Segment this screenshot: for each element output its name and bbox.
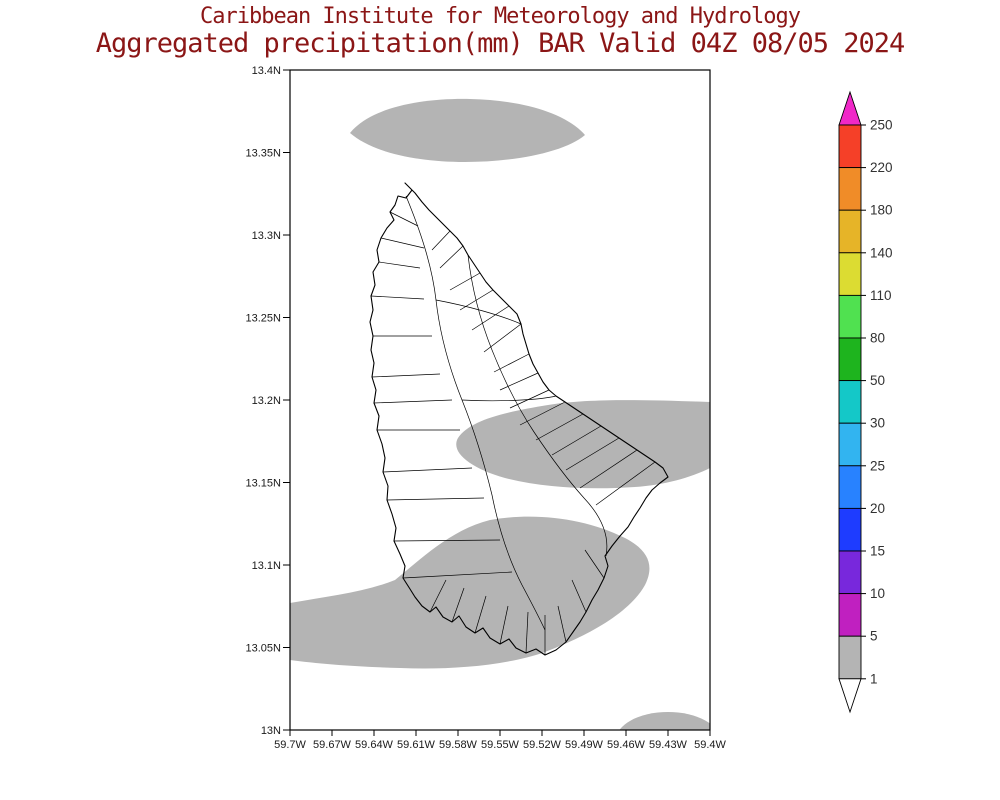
y-axis-label: 13.4N — [252, 65, 281, 77]
x-axis-label: 59.58W — [439, 739, 478, 751]
x-axis-label: 59.61W — [397, 739, 436, 751]
colorbar-label: 250 — [870, 118, 893, 133]
colorbar-segment — [838, 380, 862, 424]
colorbar-legend: 250 220 180 140 110 80 50 30 25 20 15 10 5 1 — [838, 90, 893, 714]
chart-title-line2: Aggregated precipitation(mm) BAR Valid 0… — [95, 28, 906, 59]
colorbar-label: 180 — [870, 203, 893, 218]
y-axis-label: 13.1N — [252, 560, 281, 572]
precip-shade-region-south-mass — [290, 516, 650, 669]
y-axis-label: 13.15N — [246, 478, 282, 490]
colorbar-label: 1 — [870, 671, 878, 686]
y-axis-label: 13.25N — [246, 313, 282, 325]
x-axis-label: 59.67W — [313, 739, 352, 751]
x-axis-label: 59.52W — [523, 739, 562, 751]
y-axis-label: 13.05N — [246, 643, 282, 655]
colorbar-label: 25 — [870, 458, 885, 473]
colorbar-arrow-top — [838, 90, 862, 126]
colorbar-segment — [838, 507, 862, 552]
colorbar-label: 30 — [870, 416, 885, 431]
precip-shade-layer — [290, 98, 710, 730]
precip-shade-region-southeast-corner — [619, 712, 710, 730]
colorbar-label: 80 — [870, 331, 885, 346]
x-axis-label: 59.55W — [481, 739, 520, 751]
colorbar-label: 10 — [870, 586, 885, 601]
colorbar-arrow-bottom — [838, 678, 862, 714]
y-axis-label: 13.35N — [246, 148, 282, 160]
watershed-boundaries — [370, 195, 656, 655]
colorbar-segment — [838, 422, 862, 467]
y-axis-label: 13N — [261, 725, 281, 737]
x-axis-label: 59.49W — [565, 739, 604, 751]
colorbar-label: 110 — [870, 288, 892, 303]
colorbar-segment — [838, 593, 862, 637]
colorbar-segment — [838, 550, 862, 595]
colorbar-segment — [838, 252, 862, 296]
colorbar-label: 50 — [870, 373, 885, 388]
colorbar-label: 140 — [870, 245, 893, 260]
colorbar-segment — [838, 167, 862, 211]
colorbar-label: 220 — [870, 160, 893, 175]
colorbar-label: 20 — [870, 501, 885, 516]
x-axis-label: 59.64W — [355, 739, 394, 751]
x-axis-label: 59.43W — [649, 739, 688, 751]
y-axis-label: 13.3N — [252, 230, 281, 242]
chart-title-line1: Caribbean Institute for Meteorology and … — [199, 4, 801, 29]
x-axis-label: 59.46W — [607, 739, 646, 751]
x-axis-label: 59.7W — [274, 739, 306, 751]
colorbar-segment — [838, 124, 862, 169]
axis-layer: 13.4N 13.35N 13.3N 13.25N 13.2N 13.15N 13.1N 13… — [246, 65, 727, 751]
x-axis-label: 59.4W — [694, 739, 726, 751]
colorbar-segment — [838, 337, 862, 382]
colorbar-label: 5 — [870, 629, 878, 644]
colorbar-segment — [838, 209, 862, 254]
colorbar-segment — [838, 294, 862, 339]
y-axis-label: 13.2N — [252, 395, 281, 407]
precip-shade-region-north-offshore — [350, 98, 585, 162]
colorbar-label: 15 — [870, 544, 885, 559]
precip-shade-region-east-band — [456, 400, 710, 489]
colorbar-segment — [838, 465, 862, 509]
barbados-coastline — [369, 182, 669, 656]
colorbar-segment — [838, 635, 862, 680]
